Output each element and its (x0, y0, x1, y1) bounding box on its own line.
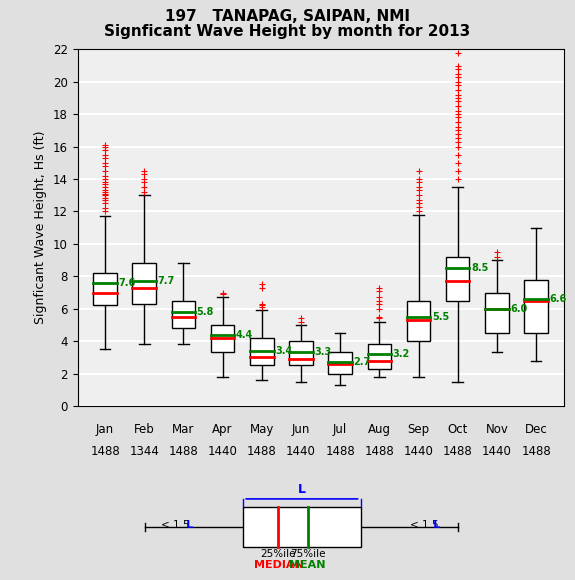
Text: 1488: 1488 (247, 445, 277, 458)
Text: 4.4: 4.4 (236, 329, 253, 340)
Bar (93, 273, 117, 306)
Text: 1488: 1488 (443, 445, 473, 458)
Text: 5.8: 5.8 (197, 307, 214, 317)
Text: Apr: Apr (212, 423, 233, 436)
Bar (132, 263, 156, 304)
Text: 1440: 1440 (286, 445, 316, 458)
Bar (407, 300, 430, 341)
Text: Nov: Nov (485, 423, 508, 436)
Text: 1488: 1488 (521, 445, 551, 458)
Text: < 1.5: < 1.5 (411, 520, 442, 530)
Text: MEDIAN: MEDIAN (254, 560, 303, 570)
Text: L: L (163, 520, 193, 530)
Text: 1440: 1440 (482, 445, 512, 458)
Bar (250, 338, 274, 365)
Bar (172, 300, 195, 328)
Text: Aug: Aug (368, 423, 391, 436)
Text: 3.3: 3.3 (315, 347, 332, 357)
Text: L: L (298, 483, 306, 496)
Text: 2.7: 2.7 (354, 357, 371, 367)
Text: Oct: Oct (447, 423, 468, 436)
Bar (524, 280, 548, 333)
Text: 6.6: 6.6 (549, 294, 566, 304)
Text: Sep: Sep (408, 423, 430, 436)
Text: Feb: Feb (134, 423, 155, 436)
Text: 25%ile: 25%ile (260, 549, 296, 559)
Text: Jan: Jan (96, 423, 114, 436)
Text: 5.5: 5.5 (432, 312, 449, 322)
Text: 1488: 1488 (90, 445, 120, 458)
Text: 75%ile: 75%ile (290, 549, 325, 559)
Text: Signficant Wave Height by month for 2013: Signficant Wave Height by month for 2013 (105, 24, 470, 39)
Text: 8.5: 8.5 (471, 263, 488, 273)
Text: MEAN: MEAN (289, 560, 326, 570)
Text: 197   TANAPAG, SAIPAN, NMI: 197 TANAPAG, SAIPAN, NMI (165, 9, 410, 24)
Text: Jul: Jul (333, 423, 347, 436)
Bar (328, 353, 352, 374)
Text: 6.0: 6.0 (510, 304, 527, 314)
Text: 1440: 1440 (404, 445, 434, 458)
Text: < 1.5: < 1.5 (162, 520, 193, 530)
Text: 1488: 1488 (365, 445, 394, 458)
Text: 1440: 1440 (208, 445, 237, 458)
Bar (243, 507, 361, 548)
Bar (211, 325, 235, 353)
Text: May: May (250, 423, 274, 436)
Text: 7.7: 7.7 (158, 276, 175, 286)
Text: Jun: Jun (292, 423, 310, 436)
Text: Mar: Mar (172, 423, 194, 436)
Bar (446, 257, 469, 300)
Text: 1488: 1488 (168, 445, 198, 458)
Text: 3.2: 3.2 (393, 349, 410, 359)
Bar (485, 292, 509, 333)
Text: 7.6: 7.6 (118, 278, 136, 288)
Bar (289, 341, 313, 365)
Text: 1488: 1488 (325, 445, 355, 458)
Text: L: L (411, 520, 440, 530)
Text: 3.4: 3.4 (275, 346, 292, 356)
Text: Dec: Dec (525, 423, 547, 436)
Y-axis label: Signficant Wave Height, Hs (ft): Signficant Wave Height, Hs (ft) (34, 131, 47, 324)
Bar (367, 345, 391, 369)
Text: 1344: 1344 (129, 445, 159, 458)
